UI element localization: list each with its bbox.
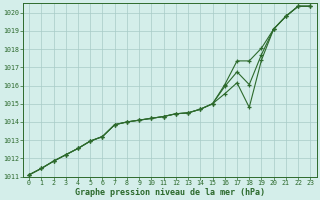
X-axis label: Graphe pression niveau de la mer (hPa): Graphe pression niveau de la mer (hPa) <box>75 188 265 197</box>
